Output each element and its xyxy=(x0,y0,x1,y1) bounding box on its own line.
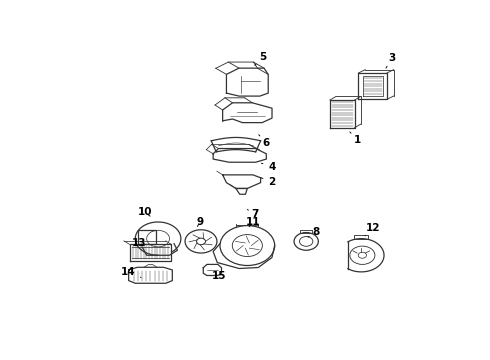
Text: 12: 12 xyxy=(365,222,380,236)
Text: 4: 4 xyxy=(261,162,276,172)
Text: 1: 1 xyxy=(350,132,361,145)
Text: 5: 5 xyxy=(255,52,266,66)
Text: 14: 14 xyxy=(121,267,141,278)
Text: 9: 9 xyxy=(196,217,203,227)
Text: 3: 3 xyxy=(386,53,395,68)
Text: 10: 10 xyxy=(138,207,152,217)
Text: 6: 6 xyxy=(259,135,270,148)
Text: 15: 15 xyxy=(212,271,226,281)
Text: 13: 13 xyxy=(132,238,147,248)
Text: 2: 2 xyxy=(261,177,276,187)
Text: 11: 11 xyxy=(246,217,260,227)
Text: 7: 7 xyxy=(247,209,259,219)
Text: 8: 8 xyxy=(308,227,319,237)
